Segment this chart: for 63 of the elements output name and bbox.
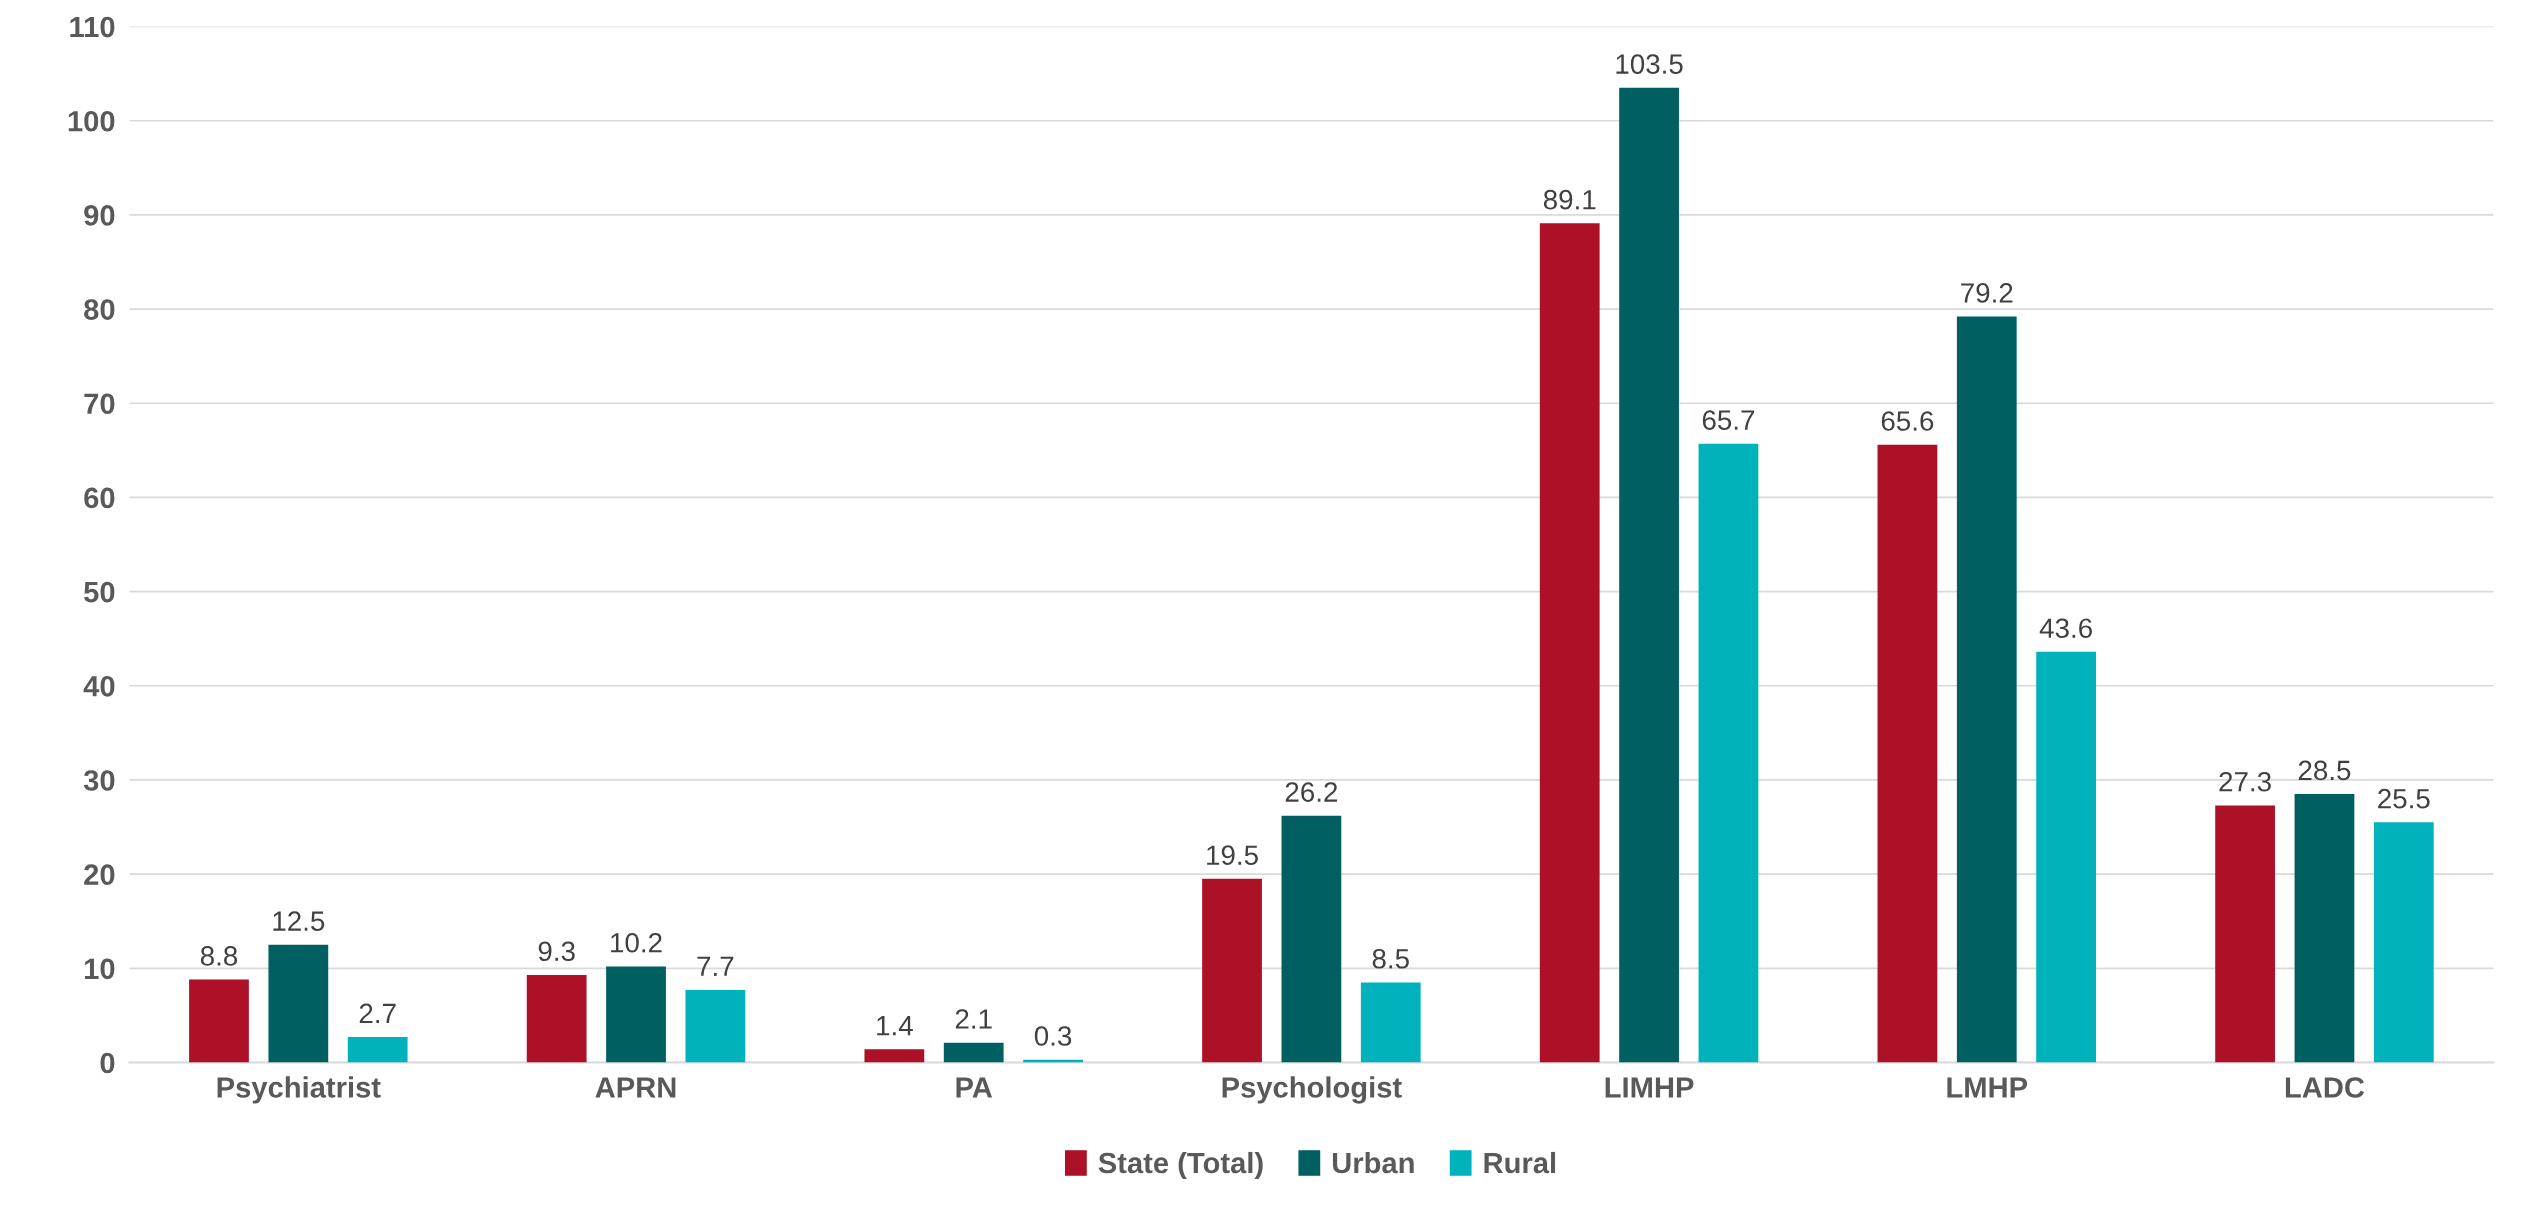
y-tick-label: 100 — [68, 110, 115, 132]
bar — [2373, 822, 2434, 1063]
data-label: 7.7 — [697, 956, 734, 976]
legend-label: Rural — [1484, 1151, 1556, 1174]
data-label: 8.8 — [200, 946, 238, 966]
bar — [1619, 87, 1679, 1063]
bar — [2036, 651, 2097, 1063]
data-label: 8.5 — [1372, 948, 1409, 969]
bar — [268, 944, 329, 1063]
x-tick-label: PA — [956, 1077, 993, 1098]
data-label: 19.5 — [1207, 845, 1258, 866]
bar — [2215, 805, 2275, 1063]
data-label: 103.5 — [1616, 54, 1683, 74]
bar — [606, 966, 666, 1063]
bar — [1281, 815, 1342, 1063]
data-label: 43.6 — [2039, 618, 2092, 639]
data-label: 89.1 — [1543, 189, 1596, 210]
bar — [864, 1049, 925, 1063]
bar — [1698, 443, 1759, 1063]
data-label: 65.7 — [1702, 410, 1755, 430]
data-label: 12.5 — [273, 911, 325, 931]
y-tick-label: 80 — [84, 299, 115, 320]
y-tick-label: 40 — [83, 675, 115, 697]
data-label: 79.2 — [1961, 283, 2013, 303]
y-tick-label: 90 — [84, 205, 115, 226]
bar — [1539, 223, 1600, 1063]
legend-label: State (Total) — [1098, 1151, 1263, 1180]
x-tick-label: Psychiatrist — [217, 1076, 381, 1104]
y-tick-label: 110 — [70, 16, 115, 38]
data-label: 2.1 — [955, 1009, 992, 1029]
data-label: 1.4 — [877, 1016, 913, 1036]
bar — [347, 1037, 408, 1063]
bar — [1877, 444, 1938, 1063]
data-label: 2.7 — [359, 1003, 396, 1023]
data-label: 65.6 — [1881, 411, 1934, 431]
x-tick-label: LIMHP — [1605, 1077, 1694, 1098]
bar — [685, 989, 746, 1063]
bar — [1202, 878, 1262, 1063]
x-tick-label: LMHP — [1947, 1077, 2028, 1098]
y-tick-label: 0 — [100, 1052, 115, 1074]
data-label: 28.5 — [2298, 760, 2351, 781]
x-tick-label: LADC — [2285, 1077, 2365, 1098]
x-tick-label: Psychologist — [1222, 1076, 1402, 1104]
bar — [2294, 794, 2355, 1063]
y-tick-label: 20 — [84, 864, 115, 885]
y-tick-label: 30 — [83, 770, 115, 791]
data-label: 9.3 — [538, 941, 575, 962]
data-label: 27.3 — [2219, 771, 2271, 792]
y-tick-label: 60 — [84, 487, 115, 509]
y-tick-label: 50 — [84, 581, 115, 603]
bar — [943, 1042, 1004, 1063]
bar — [1360, 982, 1421, 1063]
y-tick-label: 70 — [84, 393, 115, 415]
x-tick-label: APRN — [595, 1077, 676, 1098]
data-label: 25.5 — [2378, 788, 2430, 809]
bar — [526, 974, 587, 1063]
data-label: 0.3 — [1034, 1026, 1072, 1046]
y-tick-label: 10 — [85, 958, 115, 980]
data-label: 26.2 — [1285, 782, 1338, 802]
bar — [1956, 316, 2017, 1063]
legend-label: Urban — [1332, 1151, 1414, 1174]
data-label: 10.2 — [611, 932, 662, 953]
bar — [189, 979, 249, 1063]
